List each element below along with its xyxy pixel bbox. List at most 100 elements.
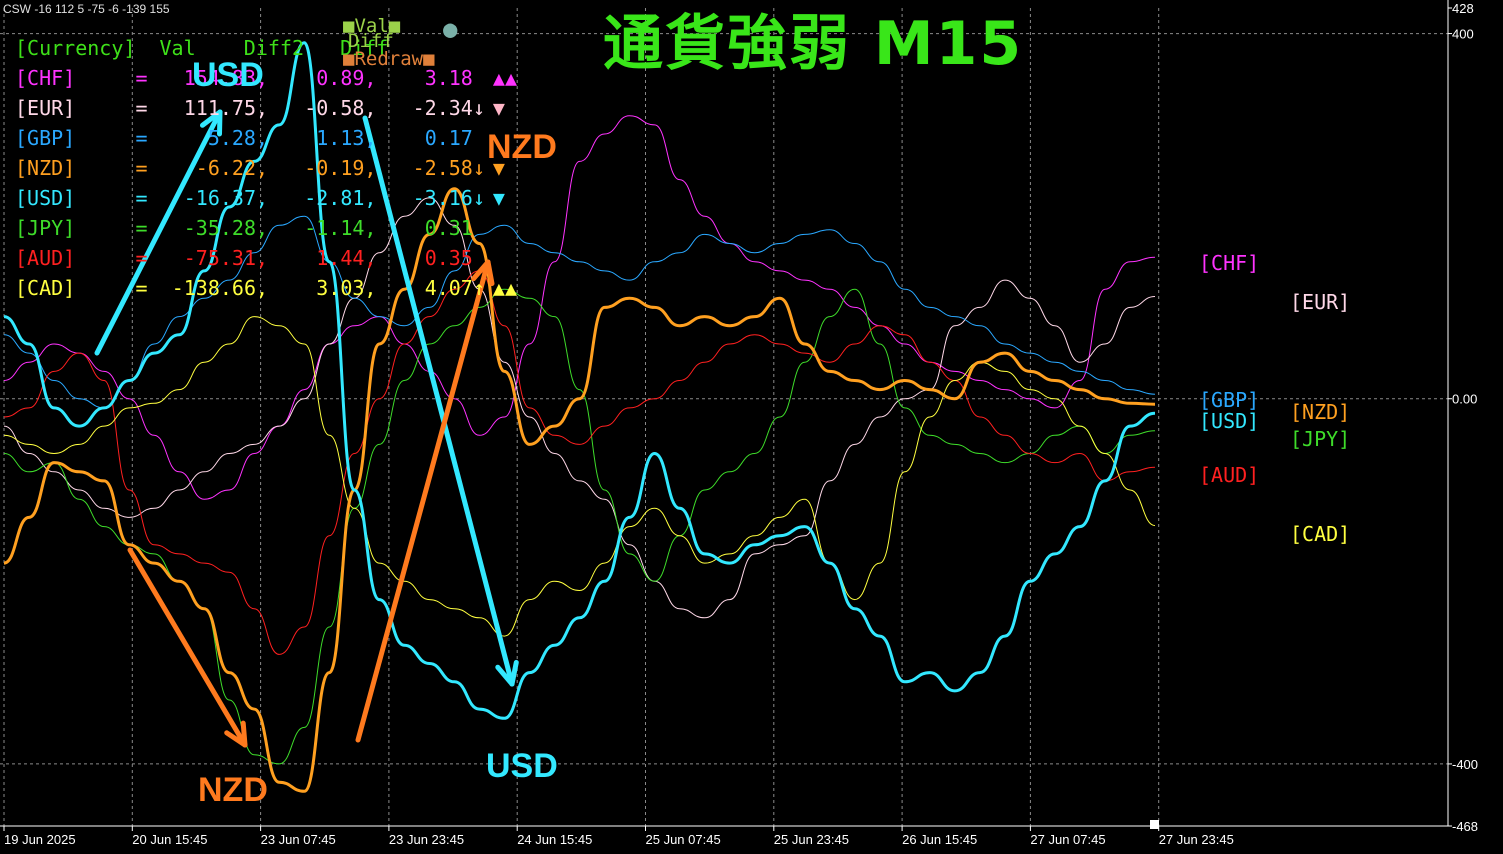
cell-diff2: -0.58, [304, 96, 377, 120]
cell-diff: -2.34 [412, 96, 473, 120]
cell-arrow: ↑ [472, 276, 485, 300]
cell-val: -6.22, [195, 156, 269, 180]
x-tick-label: 27 Jun 23:45 [1159, 832, 1234, 847]
chart-grid [0, 8, 1448, 826]
table-header: [Currency] Val Diff2 Diff [15, 36, 389, 60]
cell-val: 111.75, [183, 96, 269, 120]
annotation-arrowhead [217, 109, 223, 137]
cell-name: [EUR] [15, 96, 76, 120]
series-end-label: [CAD] [1290, 522, 1351, 546]
cell-diff: -3.16 [412, 186, 473, 210]
cell-marks: ▲▲ [492, 276, 517, 300]
table-row: [CAD] = -138.66, 3.03, 4.07↑ ▲▲ [15, 273, 517, 303]
series-end-label: [CHF] [1199, 251, 1260, 275]
annotation-arrow-2 [127, 547, 248, 748]
cell-name: [GBP] [15, 126, 76, 150]
legend-chip: ● [443, 15, 458, 43]
x-tick-label: 25 Jun 23:45 [774, 832, 849, 847]
cell-name: [NZD] [15, 156, 76, 180]
page-title: 通貨強弱 M15 [603, 9, 1024, 79]
annotation-label: USD [486, 747, 558, 785]
cell-eq: = [135, 246, 148, 270]
cell-eq: = [135, 66, 148, 90]
cell-marks: ▼ [492, 186, 505, 210]
annotation-arrow-3 [355, 259, 491, 743]
cell-diff2: 1.44, [316, 246, 377, 270]
series-end-label: [JPY] [1290, 427, 1351, 451]
y-tick-label: 400 [1452, 27, 1474, 42]
cell-marks: ▼ [492, 96, 505, 120]
cell-val: -75.31, [183, 246, 269, 270]
x-tick-label: 20 Jun 15:45 [132, 832, 207, 847]
cell-arrow: ↓ [472, 156, 485, 180]
cell-diff: 0.31 [424, 216, 473, 240]
table-row: [USD] = -16.37, -2.81, -3.16↓ ▼ [15, 183, 505, 213]
cell-val: -138.66, [171, 276, 269, 300]
cell-name: [CHF] [15, 66, 76, 90]
cell-diff2: 1.13, [316, 126, 377, 150]
cell-name: [AUD] [15, 246, 76, 270]
series-line-eur [3, 197, 1156, 619]
cell-diff: -2.58 [412, 156, 473, 180]
series-line-aud [3, 270, 1156, 655]
annotation-label: USD [192, 56, 264, 94]
series-line-nzd [3, 187, 1156, 793]
table-row: [JPY] = -35.28, -1.14, 0.31 [15, 213, 493, 243]
cell-val: 154.83, [183, 66, 269, 90]
legend-chip: ■Val■ [343, 15, 401, 37]
cell-diff: 4.07 [424, 276, 473, 300]
cell-val: -16.37, [183, 186, 269, 210]
table-row: [EUR] = 111.75, -0.58, -2.34↓ ▼ [15, 93, 505, 123]
annotation-arrowhead [240, 720, 248, 748]
cell-eq: = [135, 276, 148, 300]
cell-eq: = [135, 156, 148, 180]
annotation-arrowhead [509, 659, 519, 687]
series-end-label: [AUD] [1199, 463, 1260, 487]
series-end-label: [GBP] [1199, 388, 1260, 412]
annotation-arrow-1 [362, 115, 515, 687]
x-tick-label: 23 Jun 23:45 [389, 832, 464, 847]
annotation-label: NZD [487, 128, 557, 166]
y-tick-label: 0.00 [1452, 392, 1477, 407]
series-end-label: [NZD] [1290, 400, 1351, 424]
annotation-arrowhead [495, 664, 515, 687]
annotation-arrowhead [200, 109, 223, 128]
y-tick-label: -400 [1452, 757, 1478, 772]
cell-name: [JPY] [15, 216, 76, 240]
legend-chip: ■Redraw■ [343, 48, 435, 70]
table-row: [NZD] = -6.22, -0.19, -2.58↓ ▼ [15, 153, 505, 183]
series-line-cad [3, 316, 1156, 637]
cell-diff: 3.18 [424, 66, 473, 90]
x-tick-label: 23 Jun 07:45 [261, 832, 336, 847]
x-tick-label: 19 Jun 2025 [4, 832, 76, 847]
cell-diff2: -2.81, [304, 186, 377, 210]
annotation-arrowhead [485, 259, 495, 287]
annotation-arrow-0 [94, 109, 223, 356]
annotation-arrowhead [471, 259, 491, 282]
series-end-label: [EUR] [1290, 290, 1351, 314]
series-layer [3, 41, 1156, 793]
cell-marks: ▼ [492, 156, 505, 180]
cell-eq: = [135, 186, 148, 210]
cell-diff2: 3.03, [316, 276, 377, 300]
cell-eq: = [135, 216, 148, 240]
current-time-marker [1150, 820, 1159, 829]
series-line-usd [3, 41, 1156, 720]
x-tick-label: 24 Jun 15:45 [517, 832, 592, 847]
legend-chip: Diff [348, 30, 394, 52]
series-end-label: [USD] [1199, 409, 1260, 433]
cell-diff2: 0.89, [316, 66, 377, 90]
cell-name: [CAD] [15, 276, 76, 300]
table-row: [GBP] = 5.28, 1.13, 0.17 [15, 123, 493, 153]
cell-diff: 0.17 [424, 126, 473, 150]
indicator-label: CSW -16 112 5 -75 -6 -139 155 [3, 2, 170, 16]
cell-eq: = [135, 126, 148, 150]
cell-val: 5.28, [207, 126, 269, 150]
cell-name: [USD] [15, 186, 76, 210]
annotation-label: NZD [198, 771, 268, 809]
cell-diff: 0.35 [424, 246, 473, 270]
cell-marks: ▲▲ [492, 66, 517, 90]
cell-diff2: -0.19, [304, 156, 377, 180]
series-line-jpy [3, 288, 1156, 765]
